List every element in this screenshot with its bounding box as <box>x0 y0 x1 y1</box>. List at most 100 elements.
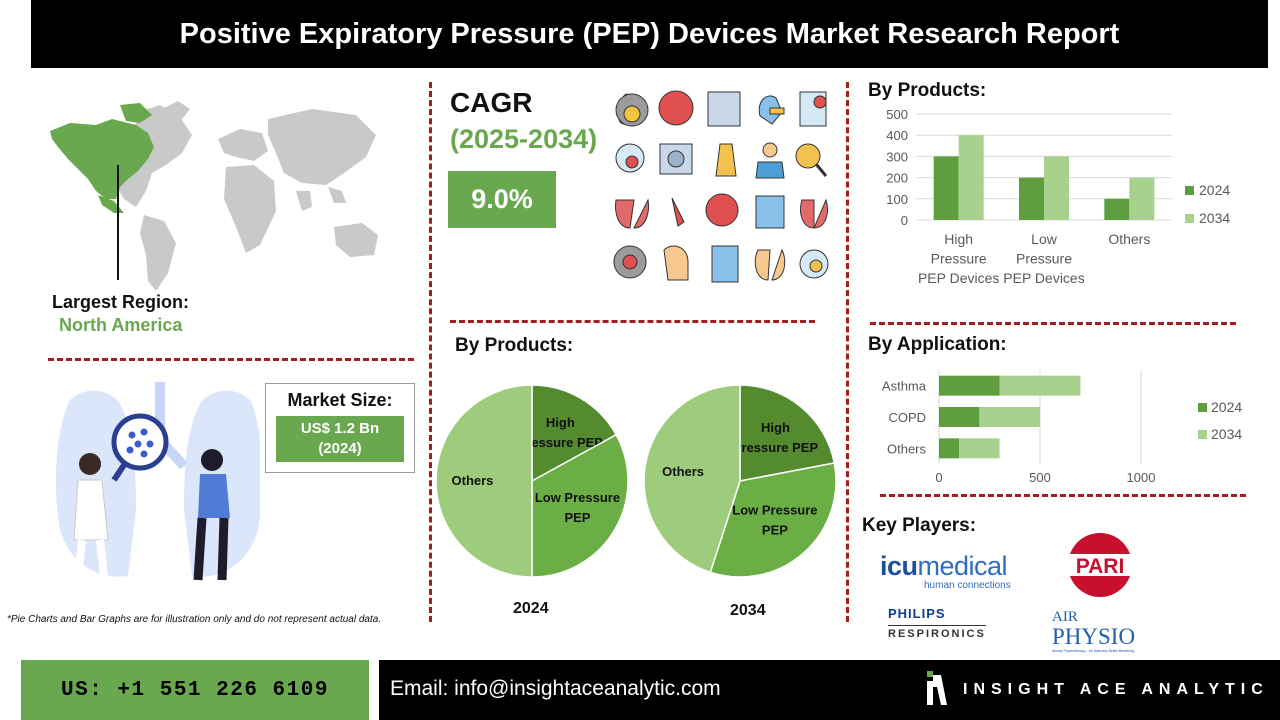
pie-label: Others <box>662 464 704 479</box>
pie-slice <box>435 384 533 578</box>
divider-right-bottom <box>880 494 1246 497</box>
x-tick-label: Low <box>1031 231 1058 247</box>
cagr-label: CAGR <box>450 87 533 118</box>
x-tick-label: Pressure <box>1016 251 1072 267</box>
market-size-box: Market Size: US$ 1.2 Bn (2024) <box>265 383 415 473</box>
market-size-label: Market Size: <box>287 390 393 410</box>
x-tick-label: PEP Devices <box>918 270 999 286</box>
x-tick-label: 0 <box>935 470 942 485</box>
footer-email-bar: Email: info@insightaceanalytic.com INSIG… <box>379 660 1280 720</box>
bar-2024 <box>939 375 1000 396</box>
pie-slice <box>739 384 836 482</box>
bar-2024 <box>939 407 980 427</box>
by-products-bar-title: By Products: <box>868 80 987 101</box>
pie-label: Pressure PEP <box>733 440 819 455</box>
region-pointer-line <box>117 165 119 280</box>
legend-swatch <box>1185 214 1194 223</box>
footer-brand: INSIGHT ACE ANALYTIC <box>963 681 1269 698</box>
pari-logo: PARI <box>1068 533 1132 597</box>
pie-label: PEP <box>762 523 788 538</box>
pie-slice <box>709 462 837 578</box>
bar-2024 <box>1019 177 1044 220</box>
legend-label: 2034 <box>1211 426 1242 442</box>
legend-swatch <box>1198 430 1207 439</box>
y-tick-label: 500 <box>886 107 908 122</box>
footer-email[interactable]: Email: info@insightaceanalytic.com <box>390 677 721 700</box>
pie-label: Low Pressure <box>535 490 620 505</box>
by-products-pie-title: By Products: <box>455 335 574 356</box>
philips-respironics-logo: PHILIPS RESPIRONICS <box>888 606 986 640</box>
by-application-title: By Application: <box>868 334 1007 355</box>
y-tick-label: COPD <box>888 410 926 425</box>
largest-region-value: North America <box>59 315 183 335</box>
pie-label: High <box>546 415 575 430</box>
medical-icons-grid <box>613 90 829 283</box>
bar-2034 <box>979 407 1040 427</box>
divider-left <box>48 358 414 361</box>
application-bar-chart: 0 500 1000 Asthma COPD Others 2024 2034 <box>882 370 1242 485</box>
products-bar-chart: 0 100 200 300 400 500 High Pressure PEP Devices L… <box>886 107 1230 286</box>
bar-2034 <box>999 375 1081 396</box>
pie-slice <box>643 384 741 574</box>
airphysio-air: AIR <box>1052 609 1078 625</box>
bar-2024 <box>933 156 959 220</box>
cagr-value: 9.0% <box>448 171 556 228</box>
x-tick-label: 500 <box>1029 470 1051 485</box>
x-tick-label: High <box>944 231 973 247</box>
bar-2034 <box>959 438 1000 459</box>
respironics-text: RESPIRONICS <box>888 625 986 640</box>
chart-disclaimer: *Pie Charts and Bar Graphs are for illus… <box>7 614 382 625</box>
legend-swatch <box>1185 186 1194 195</box>
legend-label: 2034 <box>1199 210 1230 226</box>
x-tick-label: PEP Devices <box>1003 270 1084 286</box>
legend-label: 2024 <box>1211 399 1242 415</box>
market-size-amount: US$ 1.2 Bn <box>300 420 380 437</box>
y-tick-label: 300 <box>886 149 908 164</box>
airphysio-physio: PHYSIO <box>1052 624 1136 649</box>
pari-logo-text: PARI <box>1076 555 1125 578</box>
report-title: Positive Expiratory Pressure (PEP) Devic… <box>31 0 1268 68</box>
pie-label: Low Pressure <box>732 503 817 518</box>
pie-label: High <box>761 420 790 435</box>
pie-slice <box>531 384 618 483</box>
footer-phone[interactable]: US: +1 551 226 6109 <box>21 660 369 720</box>
market-size-value: US$ 1.2 Bn (2024) <box>276 416 404 462</box>
y-tick-label: Asthma <box>882 379 927 394</box>
pie-chart-2034: High Pressure PEP Low Pressure PEP Others <box>643 384 837 578</box>
y-tick-label: 400 <box>886 128 908 143</box>
divider-vertical-right <box>846 82 849 622</box>
icu-medical-logo: icumedical human connections <box>880 552 1011 591</box>
legend-swatch <box>1198 403 1207 412</box>
x-tick-label: Others <box>1108 231 1150 247</box>
bar-2024 <box>1104 198 1130 220</box>
pie-slice <box>531 433 629 578</box>
y-tick-label: 100 <box>886 192 908 207</box>
market-size-year: (2024) <box>318 440 362 457</box>
philips-text: PHILIPS <box>888 606 946 621</box>
icu-logo-medical: medical <box>917 551 1008 581</box>
divider-middle <box>450 320 815 323</box>
airphysio-logo: AIR PHYSIO Airway Physiotherapy - for Na… <box>1052 609 1152 654</box>
legend-label: 2024 <box>1199 182 1230 198</box>
pie-label: Pressure PEP <box>518 435 604 450</box>
pie-2034-year-label: 2034 <box>730 602 766 619</box>
key-players-title: Key Players: <box>862 515 977 536</box>
pie-label: Others <box>452 473 494 488</box>
world-map <box>50 101 378 291</box>
cagr-years: (2025-2034) <box>450 124 598 154</box>
largest-region-label: Largest Region: <box>52 292 190 312</box>
y-tick-label: 200 <box>886 171 908 186</box>
y-tick-label: 0 <box>901 213 908 228</box>
bar-2034 <box>1044 156 1069 220</box>
divider-vertical-left <box>429 82 432 622</box>
pie-chart-2024: High Pressure PEP Low Pressure PEP Others <box>435 384 629 578</box>
lungs-illustration <box>55 382 260 581</box>
bar-2034 <box>1129 177 1155 220</box>
divider-right-top <box>870 322 1236 325</box>
brand-logo-icon <box>927 671 947 705</box>
bar-2024 <box>939 438 960 459</box>
airphysio-tagline: Airway Physiotherapy - for Naturally Bet… <box>1052 649 1134 653</box>
icu-logo-icu: icu <box>880 551 918 581</box>
x-tick-label: Pressure <box>931 251 987 267</box>
bar-2034 <box>958 135 984 220</box>
